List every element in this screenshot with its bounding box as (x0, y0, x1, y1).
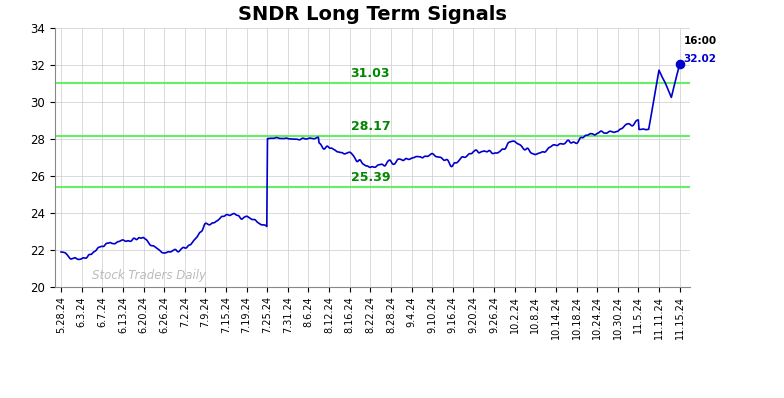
Text: 31.03: 31.03 (350, 67, 390, 80)
Text: Stock Traders Daily: Stock Traders Daily (92, 269, 206, 282)
Text: 25.39: 25.39 (350, 171, 390, 184)
Point (673, 61, 686, 68)
Title: SNDR Long Term Signals: SNDR Long Term Signals (238, 4, 506, 23)
Text: 16:00: 16:00 (684, 36, 717, 46)
Text: 32.02: 32.02 (684, 54, 717, 64)
Text: 28.17: 28.17 (350, 120, 390, 133)
